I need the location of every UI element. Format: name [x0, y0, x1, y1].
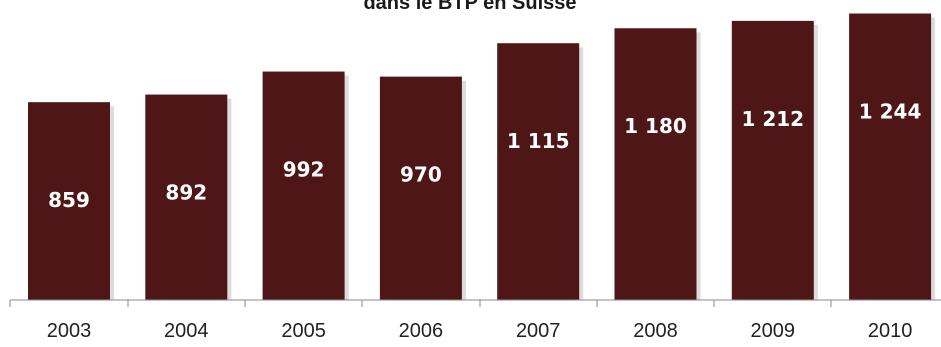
bar-2008 — [614, 28, 697, 300]
x-axis-labels: 2003 2004 2005 2006 2007 2008 2009 2010 — [47, 320, 913, 342]
x-tick-label: 2008 — [633, 320, 678, 342]
bars-group: 859 892 992 970 1 115 1 180 1 212 1 244 — [28, 13, 936, 301]
x-axis-ticks — [9, 300, 832, 307]
x-tick-label: 2010 — [868, 320, 913, 342]
data-label: 1 244 — [859, 100, 922, 124]
bar-2009 — [731, 20, 814, 300]
data-label: 992 — [283, 158, 325, 182]
bar-2007 — [497, 43, 580, 300]
data-label: 1 212 — [741, 107, 804, 131]
x-tick-label: 2004 — [164, 320, 209, 342]
bar-2010 — [849, 13, 932, 300]
bar-2006 — [379, 76, 462, 300]
bar-2004 — [145, 94, 228, 300]
data-label: 892 — [165, 181, 207, 205]
bar-2005 — [262, 71, 345, 301]
x-tick-label: 2007 — [516, 320, 561, 342]
data-label: 970 — [400, 163, 442, 187]
data-label: 1 115 — [507, 129, 570, 153]
x-tick-label: 2005 — [281, 320, 326, 342]
data-label: 859 — [48, 188, 90, 212]
chart-title: dans le BTP en Suisse — [363, 0, 576, 14]
bar-2003 — [28, 102, 110, 300]
x-tick-label: 2003 — [47, 320, 92, 342]
x-tick-label: 2006 — [399, 320, 444, 342]
data-label: 1 180 — [624, 114, 687, 138]
x-tick-label: 2009 — [751, 320, 796, 342]
